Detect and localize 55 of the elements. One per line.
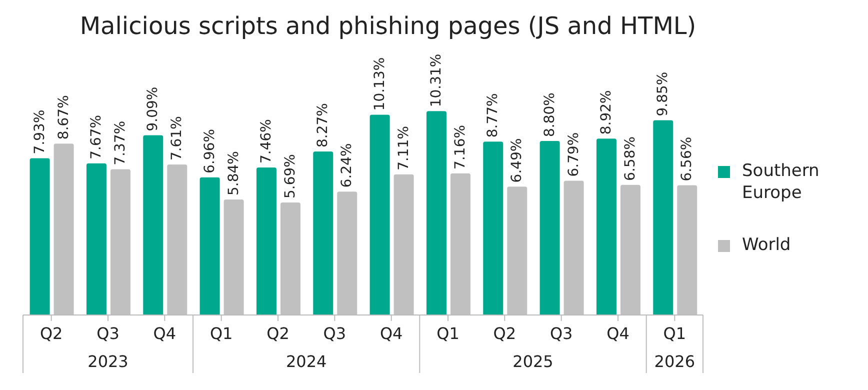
x-tick-label: Q2 (40, 324, 63, 343)
bar (313, 151, 334, 315)
data-label: 8.27% (315, 103, 332, 148)
data-label: 10.31% (428, 54, 444, 108)
text: 2025 (512, 352, 554, 371)
chart-title: Malicious scripts and phishing pages (JS and HTML) (78, 11, 698, 40)
bar (200, 177, 220, 315)
x-tick-label: Q1 (210, 324, 233, 343)
bar (596, 138, 616, 315)
data-label: 6.49% (509, 138, 526, 183)
bar (483, 142, 504, 315)
bar (143, 135, 164, 315)
x-tick-label: Q3 (550, 324, 573, 343)
bar (370, 114, 390, 315)
data-label: 7.46% (258, 119, 274, 164)
bar (86, 163, 106, 315)
data-label: 7.93% (32, 110, 48, 154)
x-tick-label: Q4 (153, 324, 176, 343)
bar (653, 120, 674, 315)
text: 2024 (286, 352, 327, 371)
legend-label: Southern Europe (742, 160, 820, 204)
data-label: 8.67% (56, 95, 72, 140)
data-label: 6.56% (679, 136, 696, 182)
x-tick-label: Q4 (380, 324, 403, 343)
data-label: 7.61% (169, 116, 186, 161)
x-tick-label: Q4 (606, 324, 630, 343)
data-label: 6.58% (622, 136, 638, 181)
x-tick-label: Q1 (436, 324, 460, 343)
x-tick-label: Q2 (266, 324, 290, 343)
x-tick-label: Q3 (323, 324, 346, 343)
data-label: 9.09% (145, 86, 162, 132)
data-label: 7.16% (452, 124, 468, 170)
data-label: 8.92% (598, 90, 614, 135)
x-tick-label: Q1 (663, 324, 686, 343)
data-label: 6.79% (566, 132, 582, 177)
data-label: 10.13% (372, 57, 388, 111)
data-label: 9.85% (655, 72, 672, 116)
bar (540, 141, 560, 315)
data-label: 6.24% (339, 143, 356, 188)
data-label: 6.96% (202, 128, 218, 174)
legend-label: World (742, 234, 792, 256)
bar (256, 168, 276, 315)
bar (30, 158, 50, 315)
x-tick-label: Q2 (493, 324, 516, 343)
bar (426, 111, 446, 315)
text: 2023 (88, 352, 128, 371)
data-label: 8.80% (542, 92, 558, 138)
data-label: 5.69% (282, 154, 298, 198)
data-label: 7.37% (112, 120, 128, 166)
data-label: 7.67% (88, 114, 104, 160)
text: 2026 (654, 352, 696, 371)
data-label: 5.84% (226, 151, 242, 196)
data-label: 7.11% (396, 126, 412, 170)
data-label: 8.77% (485, 93, 502, 138)
x-tick-label: Q3 (96, 324, 120, 343)
